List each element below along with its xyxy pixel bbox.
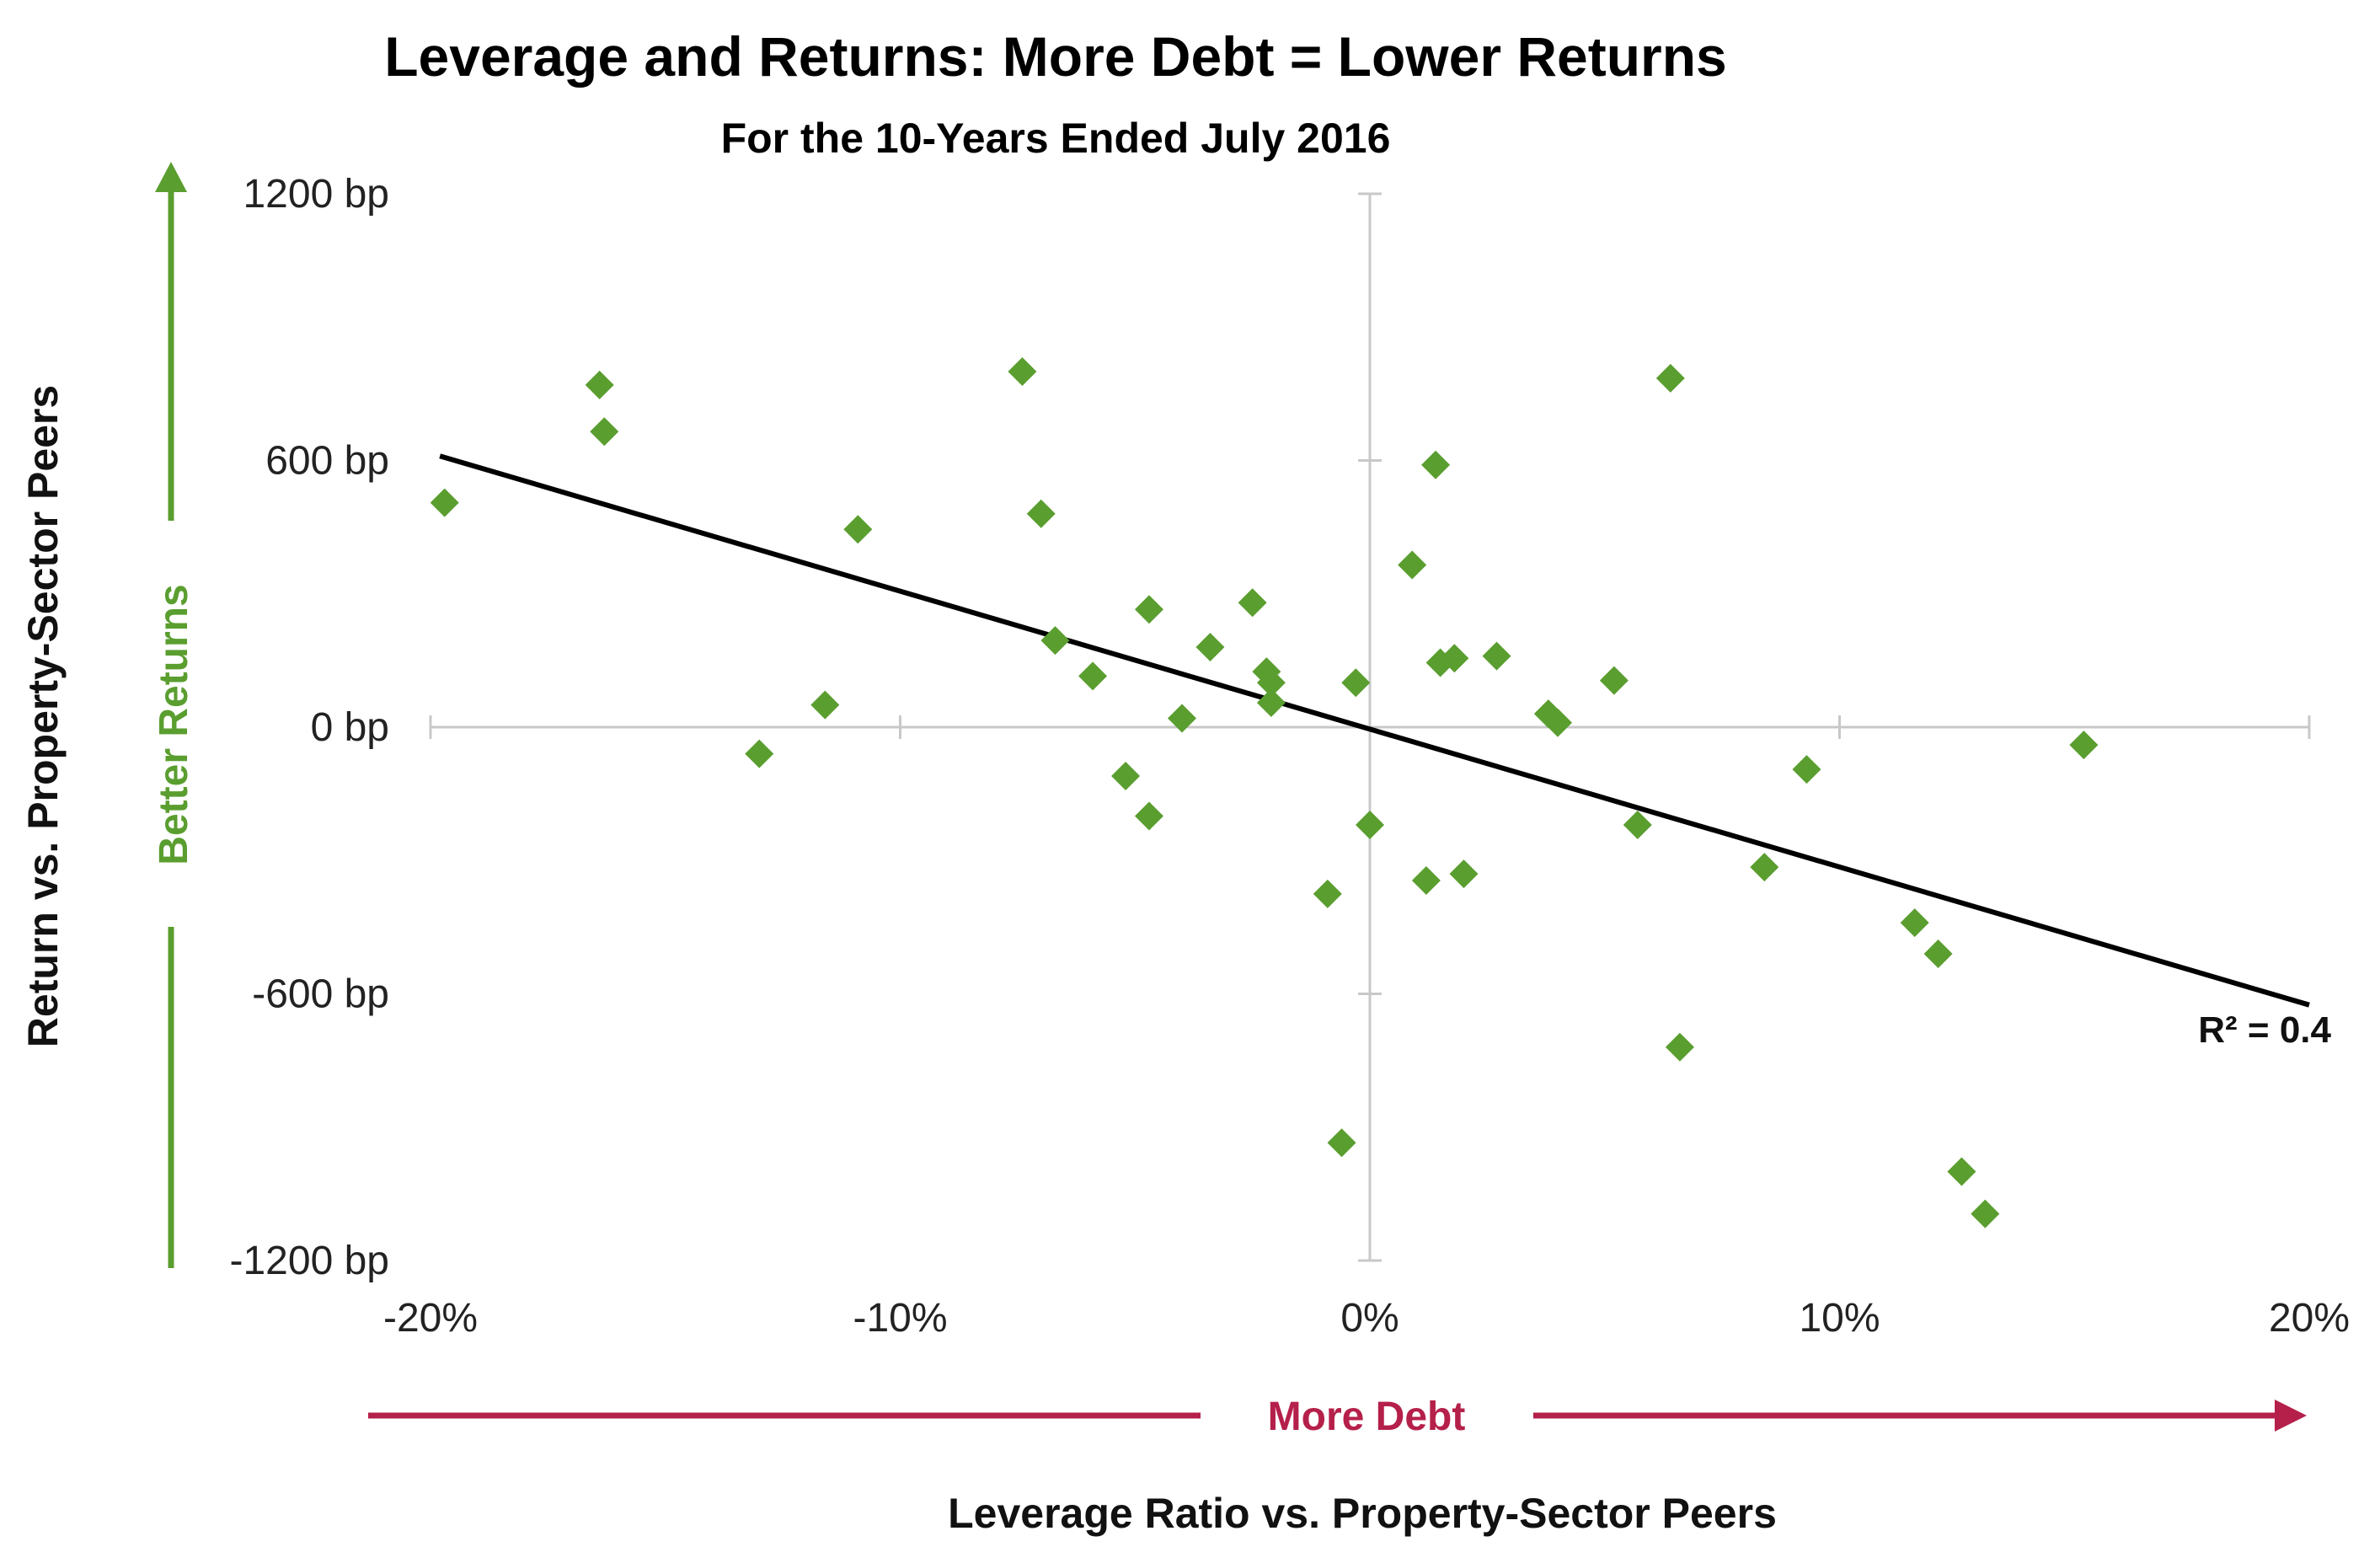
- x-arrow-head: [2275, 1400, 2307, 1432]
- scatter-point: [1341, 668, 1371, 698]
- scatter-point: [1421, 450, 1451, 479]
- scatter-point: [1134, 801, 1163, 831]
- scatter-point: [1482, 641, 1511, 671]
- scatter-point: [1750, 853, 1779, 882]
- scatter-point: [1040, 626, 1070, 656]
- y-tick-label: 600 bp: [265, 439, 389, 484]
- chart-subtitle: For the 10-Years Ended July 2016: [721, 115, 1391, 162]
- scatter-point: [1655, 363, 1685, 393]
- scatter-point: [1134, 595, 1163, 624]
- scatter-point: [2069, 731, 2099, 760]
- y-tick-label: 1200 bp: [243, 172, 389, 217]
- trendline: [439, 453, 2310, 1008]
- scatter-point: [1543, 708, 1572, 737]
- scatter-point: [1168, 704, 1196, 733]
- scatter-point: [1599, 666, 1629, 695]
- scatter-point: [590, 417, 619, 447]
- scatter-point: [843, 515, 873, 544]
- y-arrow-head: [155, 162, 187, 192]
- chart-title: Leverage and Returns: More Debt = Lower …: [384, 25, 1727, 88]
- scatter-point: [1398, 550, 1427, 580]
- scatter-point: [1111, 762, 1141, 791]
- scatter-point: [1008, 357, 1037, 386]
- scatter-points: [430, 357, 2099, 1228]
- scatter-point: [1449, 859, 1479, 889]
- scatter-point: [1238, 588, 1267, 618]
- scatter-point: [1195, 633, 1225, 662]
- better-returns-label: Better Returns: [152, 584, 196, 864]
- scatter-point: [745, 739, 774, 768]
- scatter-point: [810, 690, 840, 720]
- scatter-point: [1623, 811, 1652, 840]
- y-tick-label: -1200 bp: [230, 1239, 390, 1283]
- x-tick-label: 10%: [1799, 1296, 1880, 1341]
- better-returns-arrow: Better Returns: [152, 162, 196, 1268]
- scatter-point: [1665, 1032, 1694, 1062]
- tick-labels: -20% -10% 0% 10% 20% 1200 bp 600 bp 0 bp -600 bp…: [230, 172, 2351, 1341]
- scatter-point: [1440, 644, 1469, 673]
- scatter-point: [1947, 1157, 1976, 1186]
- scatter-point: [585, 370, 614, 399]
- y-tick-label: 0 bp: [311, 705, 389, 750]
- scatter-point: [1026, 499, 1056, 528]
- scatter-point: [1313, 879, 1342, 908]
- x-axis-title: Leverage Ratio vs. Property-Sector Peers: [948, 1490, 1777, 1537]
- scatter-point: [1900, 908, 1929, 938]
- x-tick-label: -20%: [383, 1296, 478, 1341]
- x-tick-label: 20%: [2269, 1296, 2350, 1341]
- scatter-point: [1327, 1128, 1356, 1158]
- scatter-point: [1792, 755, 1821, 784]
- more-debt-arrow: More Debt: [368, 1394, 2307, 1439]
- scatter-point: [1256, 668, 1286, 698]
- scatter-point: [1411, 865, 1441, 895]
- more-debt-label: More Debt: [1268, 1394, 1466, 1439]
- trendline-group: R² = 0.4: [439, 453, 2332, 1051]
- scatter-point: [1078, 661, 1108, 691]
- scatter-point: [430, 488, 459, 517]
- y-tick-label: -600 bp: [252, 972, 389, 1017]
- x-tick-label: -10%: [853, 1296, 947, 1341]
- scatter-point: [1256, 688, 1286, 717]
- scatter-point: [1356, 811, 1384, 840]
- x-tick-label: 0%: [1340, 1296, 1399, 1341]
- y-axis-title: Return vs. Property-Sector Peers: [19, 385, 67, 1047]
- scatter-point: [1923, 939, 1953, 969]
- r-squared-label: R² = 0.4: [2198, 1009, 2331, 1051]
- scatter-point: [1971, 1199, 2000, 1228]
